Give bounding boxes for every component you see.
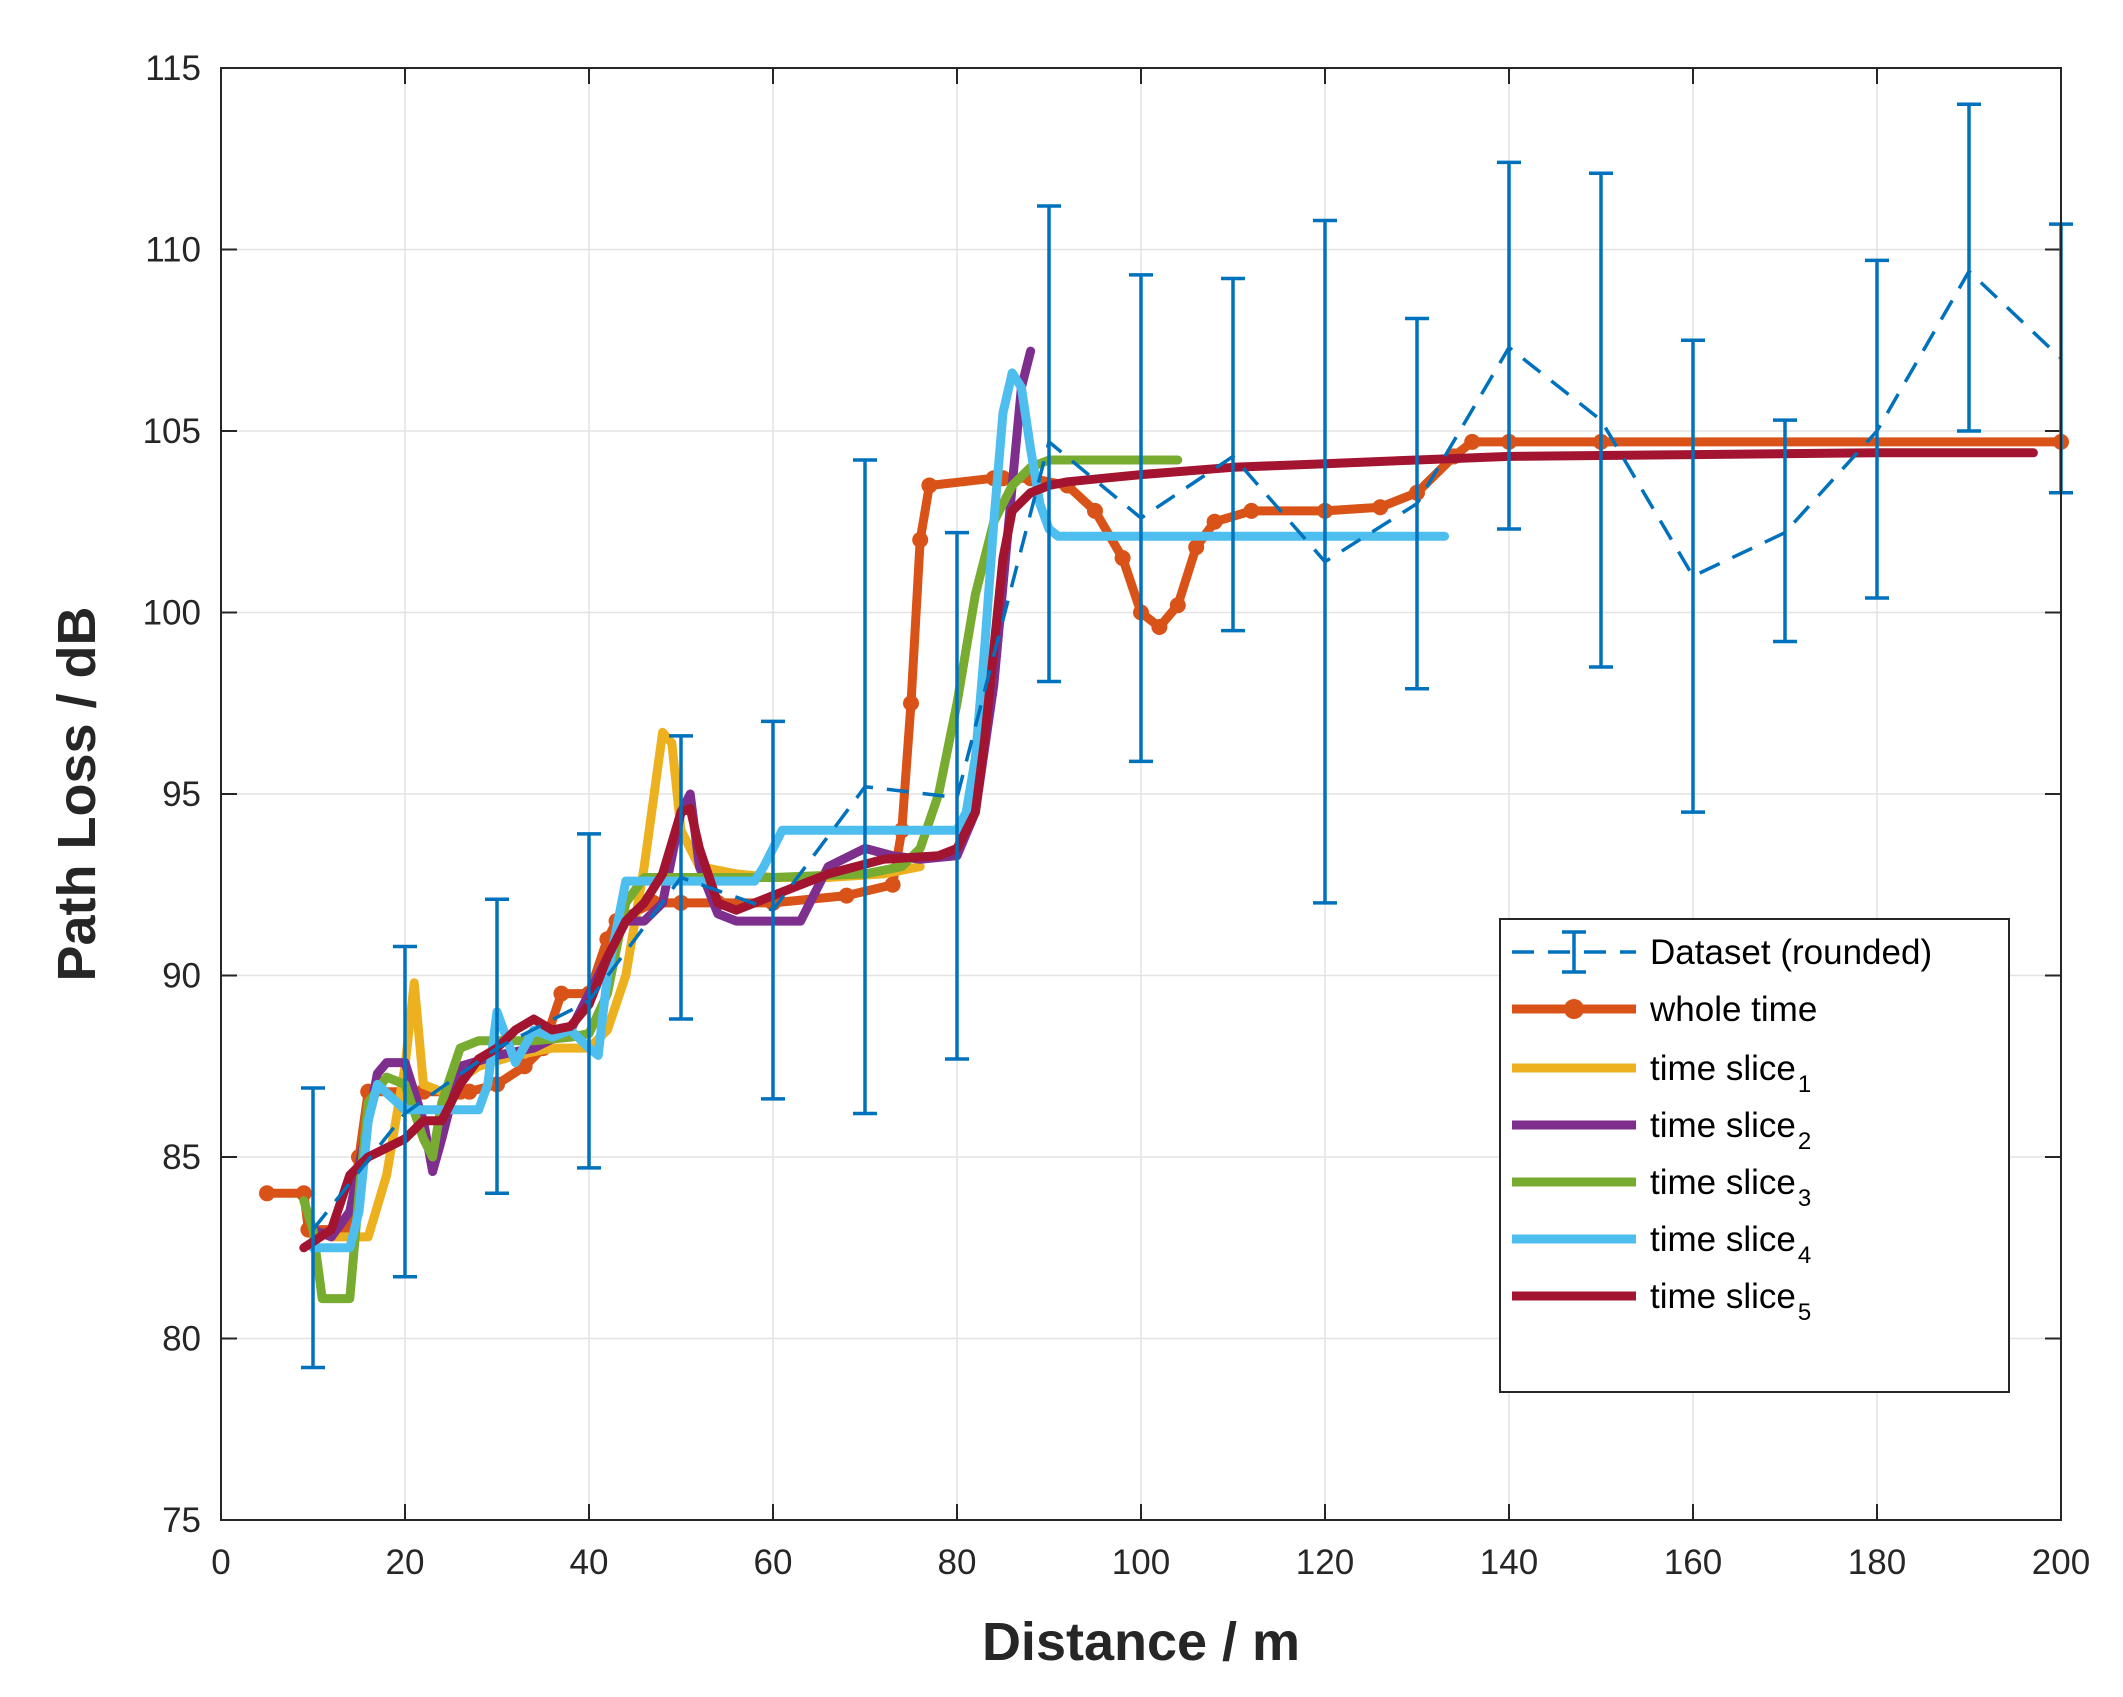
whole-time-marker bbox=[921, 477, 938, 494]
legend-label-text: Dataset (rounded) bbox=[1650, 933, 1932, 972]
series-time-slice4-4 bbox=[308, 368, 1450, 1253]
y-axis-tick-labels: 75 80 85 90 95 100 105 110 115 bbox=[143, 49, 201, 1540]
whole-time-marker bbox=[295, 1185, 312, 1202]
x-tick-label: 40 bbox=[570, 1543, 609, 1582]
whole-time-marker bbox=[259, 1185, 275, 1202]
y-tick-label: 105 bbox=[143, 412, 201, 451]
legend-label-subscript: 3 bbox=[1798, 1185, 1811, 1212]
y-axis-title: Path Loss / dB bbox=[47, 606, 107, 981]
whole-time-marker bbox=[1188, 539, 1205, 556]
whole-time-marker bbox=[912, 531, 929, 548]
legend-label-text: time slice bbox=[1650, 1277, 1796, 1316]
whole-time-marker bbox=[1151, 619, 1168, 636]
y-tick-label: 115 bbox=[145, 49, 201, 88]
legend-label-text: time slice bbox=[1650, 1220, 1796, 1259]
series-line-time-slice4-4 bbox=[308, 368, 1450, 1253]
x-tick-label: 180 bbox=[1848, 1543, 1906, 1582]
legend-label: time slice2 bbox=[1650, 1106, 1811, 1155]
legend-label: Dataset (rounded) bbox=[1650, 933, 1932, 972]
whole-time-marker bbox=[1464, 433, 1481, 450]
legend-label-subscript: 2 bbox=[1798, 1128, 1811, 1155]
whole-time-marker bbox=[884, 876, 901, 893]
y-tick-label: 100 bbox=[143, 594, 201, 633]
x-tick-label: 160 bbox=[1664, 1543, 1722, 1582]
whole-time-marker bbox=[1206, 513, 1223, 530]
legend-entry-time-slice-4: time slice4 bbox=[1512, 1220, 1811, 1269]
x-tick-label: 60 bbox=[754, 1543, 793, 1582]
dataset-errorbar bbox=[853, 458, 877, 1116]
dataset-errorbar bbox=[945, 530, 969, 1061]
dataset-errorbar bbox=[1773, 418, 1797, 644]
y-tick-label: 80 bbox=[162, 1320, 201, 1359]
legend-label: time slice1 bbox=[1650, 1049, 1811, 1098]
dataset-errorbar bbox=[485, 897, 509, 1196]
y-tick-label: 85 bbox=[162, 1138, 201, 1177]
legend-entry-time-slice-5: time slice5 bbox=[1512, 1277, 1811, 1326]
whole-time-marker bbox=[1087, 502, 1103, 519]
x-tick-label: 200 bbox=[2032, 1543, 2090, 1582]
y-tick-label: 90 bbox=[162, 957, 201, 996]
series-line-time-slice5-5 bbox=[299, 448, 2038, 1253]
dataset-errorbar bbox=[669, 734, 693, 1021]
whole-time-marker bbox=[461, 1083, 478, 1100]
whole-time-marker bbox=[553, 985, 570, 1002]
legend-entry-dataset-rounded: Dataset (rounded) bbox=[1512, 930, 1932, 974]
whole-time-marker bbox=[838, 887, 855, 904]
legend-label-text: time slice bbox=[1650, 1049, 1796, 1088]
legend-label: whole time bbox=[1649, 990, 1817, 1029]
whole-time-marker bbox=[1372, 499, 1389, 516]
dataset-errorbar bbox=[1221, 276, 1245, 633]
legend-entry-time-slice-3: time slice3 bbox=[1512, 1163, 1811, 1212]
x-tick-label: 140 bbox=[1480, 1543, 1538, 1582]
legend-label: time slice4 bbox=[1650, 1220, 1811, 1269]
x-tick-label: 120 bbox=[1296, 1543, 1354, 1582]
dataset-line bbox=[311, 268, 2063, 1231]
dataset-errorbar bbox=[1589, 171, 1613, 669]
legend-label-subscript: 5 bbox=[1798, 1299, 1811, 1326]
dataset-errorbar bbox=[301, 1086, 325, 1370]
dataset-errorbar bbox=[761, 719, 785, 1101]
legend-entry-time-slice-2: time slice2 bbox=[1512, 1106, 1811, 1155]
dataset-errorbar bbox=[393, 944, 417, 1279]
x-tick-label: 80 bbox=[938, 1543, 977, 1582]
y-tick-label: 110 bbox=[145, 231, 201, 270]
x-tick-label: 100 bbox=[1112, 1543, 1170, 1582]
dataset-errorbar bbox=[1037, 204, 1061, 684]
x-tick-label: 20 bbox=[386, 1543, 425, 1582]
legend-swatch-marker bbox=[1564, 999, 1584, 1019]
series-time-slice5-5 bbox=[299, 448, 2038, 1253]
whole-time-marker bbox=[1114, 550, 1131, 567]
legend-label-text: whole time bbox=[1649, 990, 1817, 1029]
dataset-errorbar bbox=[1497, 160, 1521, 531]
legend-label-text: time slice bbox=[1650, 1106, 1796, 1145]
dataset-errorbar bbox=[1405, 316, 1429, 691]
y-tick-label: 95 bbox=[162, 775, 201, 814]
whole-time-marker bbox=[1243, 502, 1260, 519]
dataset-errorbar bbox=[1865, 258, 1889, 600]
legend-label: time slice3 bbox=[1650, 1163, 1811, 1212]
dataset-errorbar bbox=[1313, 218, 1337, 905]
dataset-errorbar bbox=[577, 832, 601, 1170]
y-tick-label: 75 bbox=[162, 1501, 201, 1540]
dataset-errorbar bbox=[1957, 102, 1981, 433]
whole-time-marker bbox=[903, 695, 919, 712]
dataset-errorbar bbox=[1681, 338, 1705, 814]
legend-label-subscript: 4 bbox=[1798, 1242, 1811, 1269]
x-tick-label: 0 bbox=[211, 1543, 230, 1582]
legend-label-subscript: 1 bbox=[1798, 1071, 1811, 1098]
legend-label-text: time slice bbox=[1650, 1163, 1796, 1202]
plot-frame bbox=[220, 67, 2062, 1521]
x-axis-title: Distance / m bbox=[982, 1612, 1300, 1672]
legend-label: time slice5 bbox=[1650, 1277, 1811, 1326]
legend-box bbox=[1499, 918, 2010, 1393]
x-axis-tick-labels: 0 20 40 60 80 100 120 140 160 180 200 bbox=[211, 1543, 2090, 1582]
legend-entry-time-slice-1: time slice1 bbox=[1512, 1049, 1811, 1098]
dataset-layer bbox=[301, 102, 2073, 1370]
whole-time-marker bbox=[1169, 597, 1186, 614]
legend-entry-whole-time: whole time bbox=[1512, 990, 1817, 1029]
dataset-errorbar bbox=[1129, 273, 1153, 764]
